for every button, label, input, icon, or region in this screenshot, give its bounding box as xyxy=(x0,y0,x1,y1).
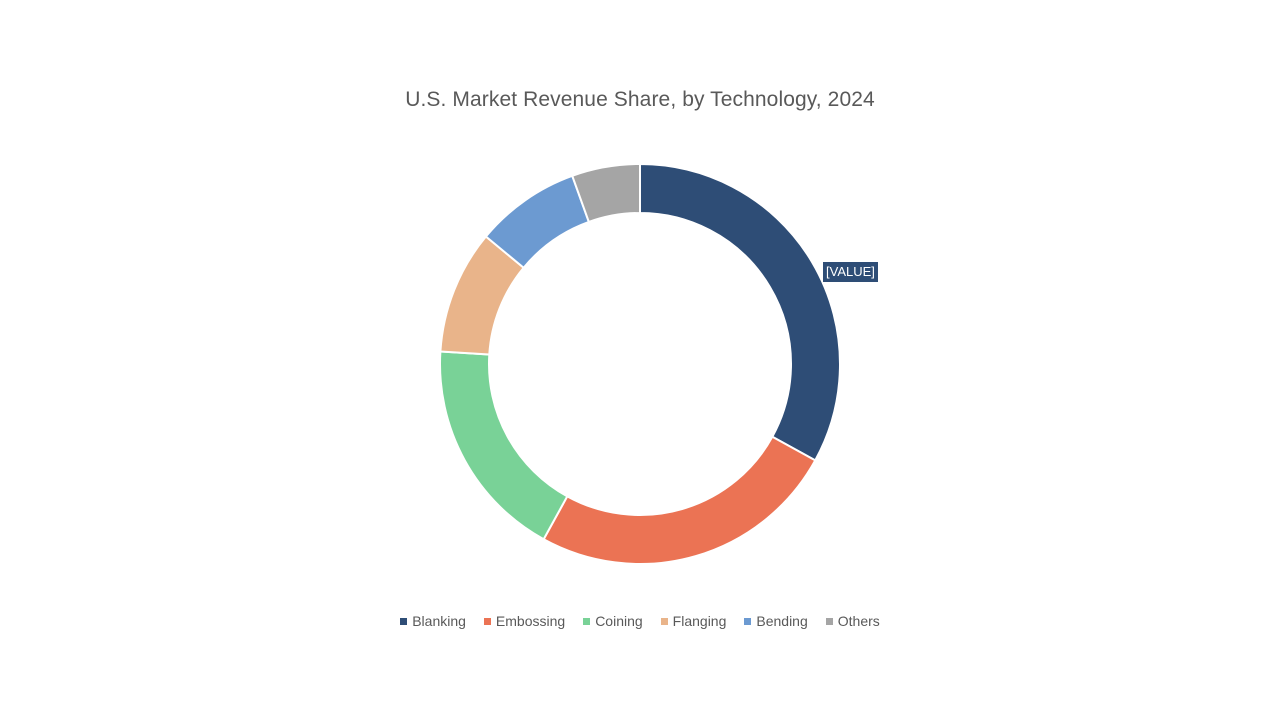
legend-label: Coining xyxy=(595,613,643,629)
legend-swatch xyxy=(483,617,491,625)
legend-item-others[interactable]: Others xyxy=(825,613,880,629)
legend-swatch xyxy=(744,617,752,625)
donut-slice-embossing[interactable] xyxy=(542,435,817,565)
legend-swatch xyxy=(660,617,668,625)
data-label-blanking: [VALUE] xyxy=(823,262,878,282)
legend-item-blanking[interactable]: Blanking xyxy=(400,613,466,629)
legend-swatch xyxy=(583,617,591,625)
donut-slice-blanking[interactable] xyxy=(639,162,841,462)
legend: Blanking Embossing Coining Flanging Bend… xyxy=(0,613,1280,629)
legend-item-coining[interactable]: Coining xyxy=(583,613,643,629)
legend-item-embossing[interactable]: Embossing xyxy=(483,613,566,629)
legend-item-bending[interactable]: Bending xyxy=(744,613,808,629)
chart-title: U.S. Market Revenue Share, by Technology… xyxy=(405,88,875,111)
donut-slice-coining[interactable] xyxy=(439,350,569,541)
donut-slice-others[interactable] xyxy=(570,162,641,224)
legend-label: Embossing xyxy=(495,613,566,629)
legend-label: Others xyxy=(837,613,880,629)
legend-item-flanging[interactable]: Flanging xyxy=(660,613,727,629)
legend-label: Bending xyxy=(756,613,808,629)
legend-label: Blanking xyxy=(412,613,466,629)
legend-swatch xyxy=(825,617,833,625)
legend-swatch xyxy=(400,617,408,625)
legend-label: Flanging xyxy=(672,613,727,629)
